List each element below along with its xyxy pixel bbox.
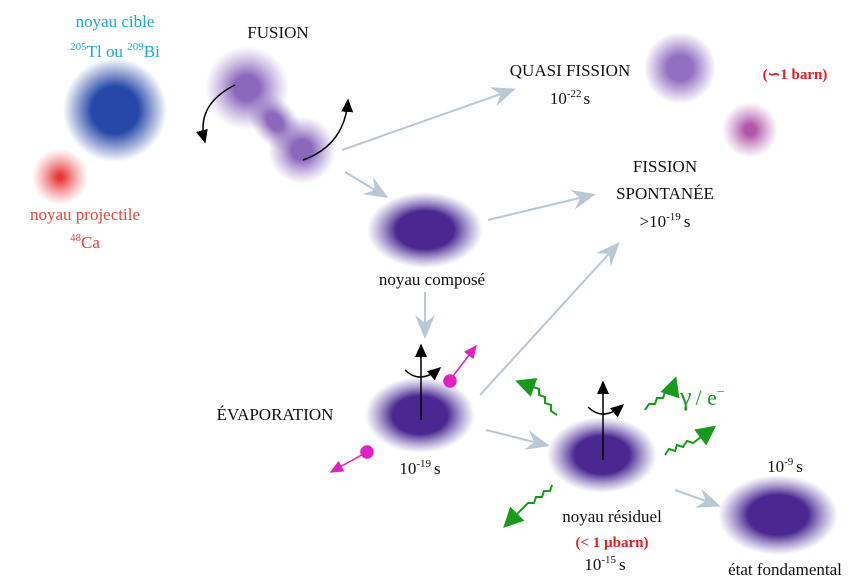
quasi-fission-cross-section: (∽1 barn)	[763, 67, 828, 83]
text-part: γ	[679, 382, 692, 411]
text-part: Bi	[144, 42, 160, 61]
fragment-nucleus	[644, 32, 716, 104]
text-part: -9	[784, 456, 794, 468]
text-part: -15	[601, 554, 616, 566]
text-part: 205	[70, 41, 87, 53]
evaporation-label: ÉVAPORATION	[217, 405, 334, 424]
text-part: 209	[127, 41, 144, 53]
text-part: >10	[640, 212, 667, 231]
text-part: s	[619, 555, 626, 574]
fusion-label: FUSION	[247, 23, 308, 42]
fragment-nucleus	[722, 102, 778, 158]
evaporation-nucleus	[365, 377, 475, 453]
text-part: Ca	[81, 233, 100, 252]
text-part: s	[684, 212, 691, 231]
target-nucleus	[63, 58, 167, 162]
fission-label: FISSION	[633, 157, 697, 176]
projectile-isotope: 48Ca	[70, 232, 100, 252]
text-part: 10	[399, 459, 416, 478]
text-part: 10	[584, 555, 601, 574]
target-label: noyau cible	[76, 12, 155, 31]
residual-nucleus	[547, 417, 657, 493]
diagram: noyau cible 205Tl ou 209Bi noyau project…	[0, 0, 863, 581]
text-part: s	[584, 89, 591, 108]
text-part: s	[434, 459, 441, 478]
text-part: -19	[416, 458, 431, 470]
text-part: -19	[666, 211, 681, 223]
text-part: 10	[550, 89, 567, 108]
text-part: 10	[767, 457, 784, 476]
fission-label: SPONTANÉE	[616, 184, 714, 203]
text-part: Tl ou	[87, 42, 128, 61]
fusion-nucleus	[205, 46, 336, 184]
emission-label: γ/ e−	[679, 382, 725, 411]
target-isotopes: 205Tl ou 209Bi	[70, 41, 160, 61]
text-part: / e	[696, 385, 717, 410]
projectile-nucleus	[32, 149, 88, 205]
text-part: 48	[70, 232, 82, 244]
projectile-label: noyau projectile	[30, 205, 140, 224]
residual-label: noyau résiduel	[562, 507, 662, 526]
ground-label: état fondamental	[728, 560, 842, 579]
text-part: -22	[567, 88, 582, 100]
compound-label: noyau composé	[379, 270, 485, 289]
ground-state-nucleus	[718, 475, 838, 555]
quasi-fission-label: QUASI FISSION	[510, 61, 630, 80]
text-part: −	[717, 385, 725, 400]
text-part: s	[796, 457, 803, 476]
compound-nucleus	[367, 192, 483, 268]
residual-cross-section: (< 1 µbarn)	[575, 535, 648, 551]
